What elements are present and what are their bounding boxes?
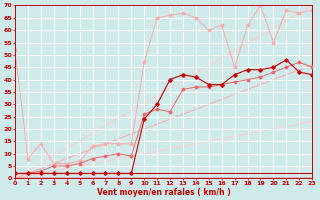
X-axis label: Vent moyen/en rafales ( km/h ): Vent moyen/en rafales ( km/h ) <box>97 188 230 197</box>
